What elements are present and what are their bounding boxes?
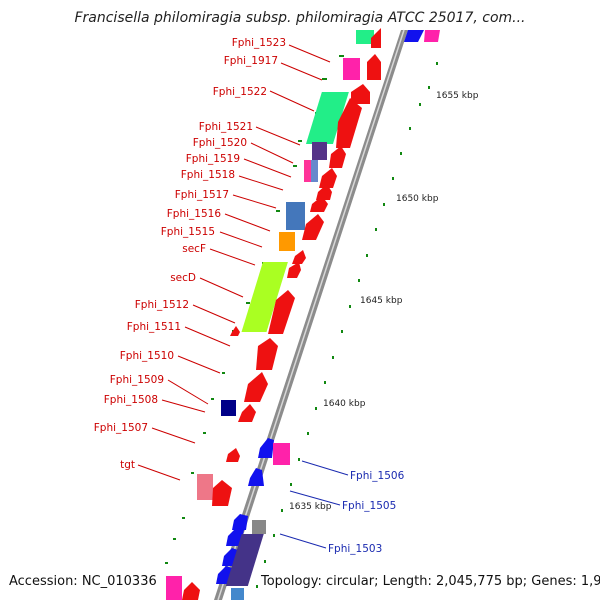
gene-block bbox=[241, 262, 288, 332]
gene-label: Fphi_1515 bbox=[161, 226, 215, 238]
gene-label: secF bbox=[182, 243, 206, 255]
gene-block bbox=[305, 92, 349, 144]
right-labels: Fphi_1506 Fphi_1505 Fphi_1503 bbox=[328, 470, 405, 555]
scale-label: 1635 kbp bbox=[289, 502, 332, 512]
gene-block bbox=[312, 142, 327, 160]
gene-arrow bbox=[319, 168, 337, 188]
gene-block bbox=[356, 30, 374, 44]
gene-label: Fphi_1509 bbox=[110, 374, 164, 386]
gene-label: Fphi_1521 bbox=[199, 121, 253, 133]
gene-block bbox=[273, 443, 290, 465]
gene-label: Fphi_1516 bbox=[167, 208, 222, 220]
gene-label: Fphi_1508 bbox=[104, 394, 158, 406]
gene-arrow bbox=[244, 372, 268, 402]
gene-label: secD bbox=[170, 272, 196, 284]
gene-arrow bbox=[182, 582, 200, 600]
gene-label: Fphi_1517 bbox=[175, 189, 229, 201]
scale-label: 1650 kbp bbox=[396, 194, 439, 204]
gene-arrow bbox=[232, 514, 248, 530]
gene-label: Fphi_1917 bbox=[224, 55, 278, 67]
gene-label: Fphi_1510 bbox=[120, 350, 174, 362]
gene-arrow bbox=[404, 30, 424, 42]
gene-arrow bbox=[367, 54, 381, 80]
gene-arrow bbox=[230, 326, 240, 336]
gene-block bbox=[343, 58, 360, 80]
gene-arrow bbox=[292, 250, 306, 264]
gene-arrow bbox=[302, 214, 324, 240]
accession-text: Accession: NC_010336 bbox=[9, 574, 157, 589]
gene-arrow bbox=[287, 262, 301, 278]
gene-block bbox=[286, 202, 305, 230]
map-title: Francisella philomiragia subsp. philomir… bbox=[74, 10, 526, 26]
gene-arrow bbox=[212, 480, 232, 506]
scale-labels: 1655 kbp 1650 kbp 1645 kbp 1640 kbp 1635… bbox=[289, 91, 479, 512]
scale-label: 1645 kbp bbox=[360, 296, 403, 306]
gene-block bbox=[197, 474, 213, 500]
gene-label: Fphi_1518 bbox=[181, 169, 235, 181]
forward-features bbox=[166, 30, 374, 600]
gene-label: Fphi_1512 bbox=[135, 299, 189, 311]
gene-label: Fphi_1522 bbox=[213, 86, 267, 98]
gene-arrow bbox=[268, 290, 295, 334]
gene-block bbox=[231, 588, 244, 600]
gene-label: Fphi_1523 bbox=[232, 37, 286, 49]
gene-arrow bbox=[351, 84, 370, 104]
gene-block bbox=[311, 160, 318, 182]
gene-label: Fphi_1520 bbox=[193, 137, 247, 149]
gene-arrow bbox=[316, 184, 332, 200]
gene-arrow bbox=[329, 146, 346, 168]
genome-info-text: Topology: circular; Length: 2,045,775 bp… bbox=[261, 574, 600, 589]
gene-label: Fphi_1507 bbox=[94, 422, 148, 434]
gene-label: tgt bbox=[120, 459, 135, 471]
gene-arrow bbox=[226, 448, 240, 462]
gene-label: Fphi_1519 bbox=[186, 153, 240, 165]
gene-arrow bbox=[371, 28, 381, 48]
gene-arrow bbox=[238, 404, 256, 422]
forward-arrows bbox=[182, 28, 381, 600]
gene-arrow bbox=[258, 438, 274, 458]
gene-label: Fphi_1511 bbox=[127, 321, 181, 333]
scale-label: 1640 kbp bbox=[323, 399, 366, 409]
gene-label: Fphi_1505 bbox=[342, 500, 396, 512]
gene-block bbox=[252, 520, 266, 534]
left-leaders bbox=[137, 44, 331, 481]
gene-block bbox=[279, 232, 295, 251]
reverse-features bbox=[216, 30, 440, 600]
gene-arrow bbox=[424, 30, 440, 42]
gene-arrow bbox=[248, 468, 264, 486]
gene-arrow bbox=[310, 196, 328, 212]
right-leaders bbox=[279, 460, 349, 549]
gene-block bbox=[225, 534, 264, 586]
gene-block bbox=[166, 576, 182, 600]
gene-block bbox=[221, 400, 236, 416]
gene-arrow bbox=[256, 338, 278, 370]
gene-label: Fphi_1503 bbox=[328, 543, 382, 555]
left-labels: Fphi_1523 Fphi_1917 Fphi_1522 Fphi_1521 … bbox=[94, 37, 286, 471]
scale-label: 1655 kbp bbox=[436, 91, 479, 101]
gene-arrow bbox=[336, 98, 362, 148]
backbone bbox=[214, 29, 408, 600]
gene-label: Fphi_1506 bbox=[350, 470, 405, 482]
